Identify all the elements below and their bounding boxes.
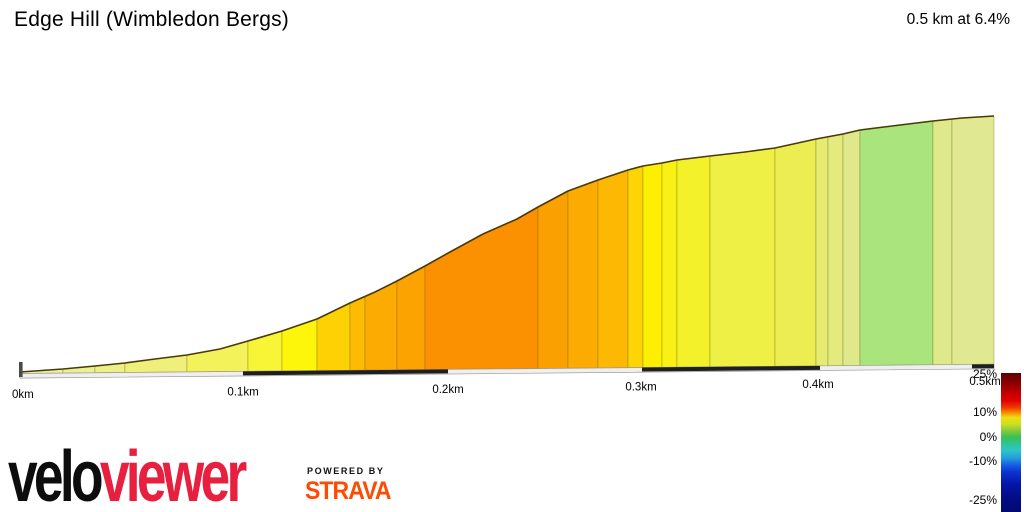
gradient-band xyxy=(842,129,861,367)
gradient-band xyxy=(859,120,934,366)
distance-axis-bar-segment xyxy=(642,365,820,372)
gradient-band xyxy=(932,118,953,366)
gradient-band xyxy=(124,354,188,373)
x-axis-tick-label: 0.2km xyxy=(432,384,463,396)
gradient-band xyxy=(774,138,817,367)
gradient-band xyxy=(827,133,844,367)
gradient-band xyxy=(676,155,711,368)
gradient-band xyxy=(951,115,995,366)
gradient-legend-bar xyxy=(1001,373,1021,512)
x-axis-tick-label: 0.3km xyxy=(625,382,656,394)
gradient-band xyxy=(424,206,539,371)
gradient-band xyxy=(186,340,249,373)
strava-logo: STRAVA xyxy=(305,477,392,505)
gradient-band xyxy=(349,295,366,371)
gradient-legend-label: 0% xyxy=(980,430,998,444)
gradient-band xyxy=(627,165,644,369)
gradient-legend-label: -25% xyxy=(969,493,997,507)
veloviewer-logo: veloviewer xyxy=(8,441,247,512)
profile-top-edge xyxy=(19,115,995,373)
powered-by-label: POWERED BY xyxy=(307,466,385,476)
gradient-band xyxy=(247,330,283,372)
profile-start-marker xyxy=(19,362,23,377)
veloviewer-logo-viewer: viewer xyxy=(99,437,247,512)
veloviewer-logo-velo: velo xyxy=(8,437,104,512)
distance-axis-bar-segment xyxy=(972,364,994,369)
gradient-band xyxy=(597,169,629,369)
gradient-band xyxy=(815,136,829,367)
gradient-band xyxy=(281,318,318,372)
climb-title: Edge Hill (Wimbledon Bergs) xyxy=(14,8,289,31)
x-axis-tick-label: 0.1km xyxy=(227,387,258,399)
x-axis-tick-label: 0km xyxy=(12,389,34,401)
x-axis-tick-label: 0.5km xyxy=(969,376,1000,388)
gradient-legend-label: 10% xyxy=(973,405,997,419)
climb-summary: 0.5 km at 6.4% xyxy=(906,11,1010,28)
gradient-legend-label: 25% xyxy=(973,367,997,381)
gradient-band xyxy=(567,179,599,369)
gradient-band xyxy=(709,147,776,368)
x-axis-tick-label: 0.4km xyxy=(802,379,833,391)
distance-axis-bar-segment xyxy=(243,369,448,376)
gradient-band xyxy=(537,190,569,369)
gradient-band xyxy=(316,302,351,372)
gradient-band xyxy=(661,159,678,368)
gradient-legend-label: -10% xyxy=(969,454,997,468)
gradient-band xyxy=(396,265,426,371)
gradient-band xyxy=(642,162,663,368)
